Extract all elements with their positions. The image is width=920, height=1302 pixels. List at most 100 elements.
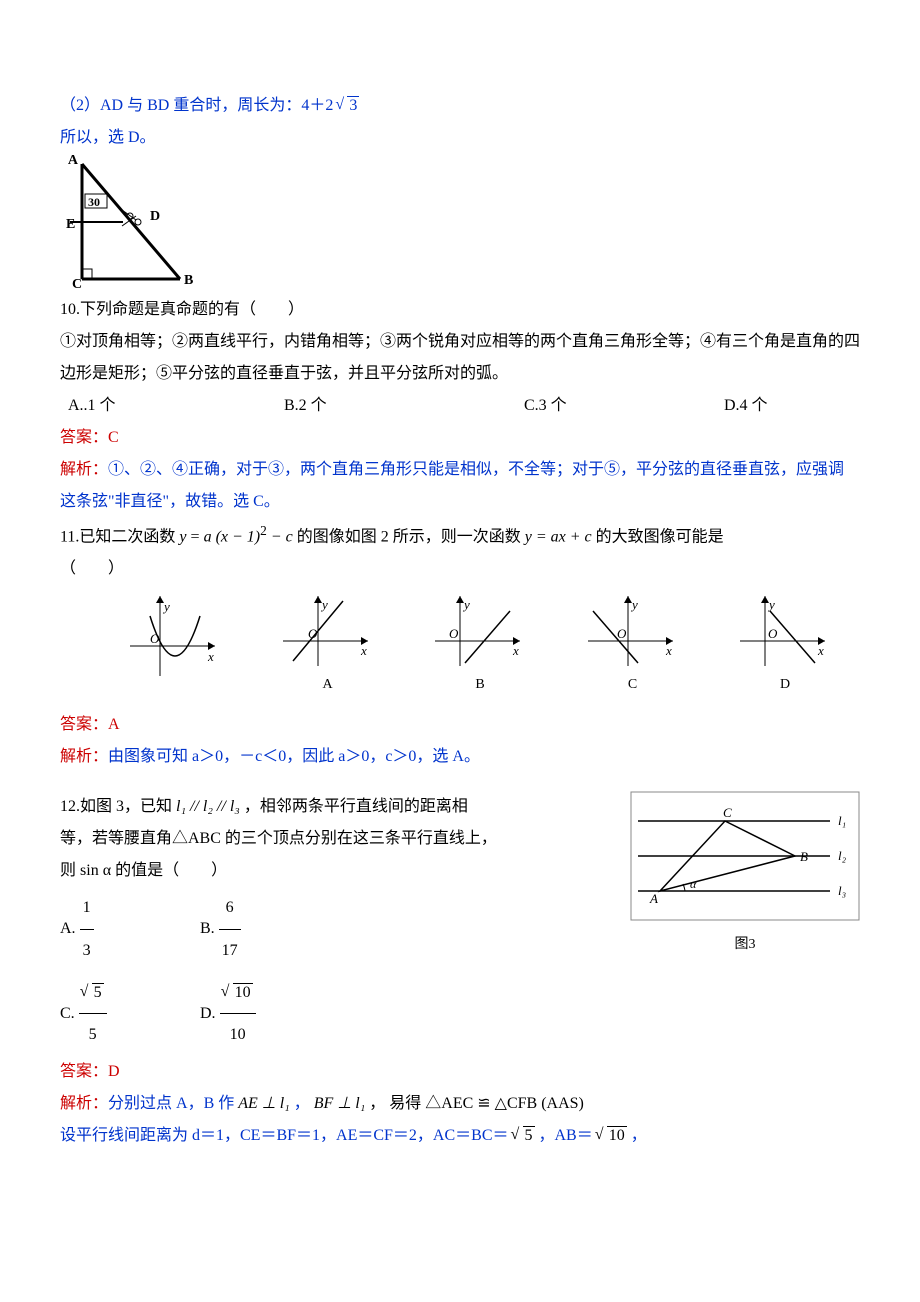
q12-sina: sin α <box>80 862 111 879</box>
q12-perp2: BF ⊥ l₁ <box>314 1095 366 1112</box>
q12-fig-caption: 图3 <box>630 931 860 959</box>
q11-eq: = <box>191 528 204 545</box>
q11-chart-B: y x O B <box>425 591 535 703</box>
q12-opt-d: D. 1010 <box>200 972 340 1056</box>
q12-exp-post: ， 易得 △AEC ≌ △CFB (AAS) <box>369 1095 584 1112</box>
q12-text-col: 12.如图 3，已知 l₁ // l₂ // l₃ ，相邻两条平行直线间的距离相… <box>60 791 610 1055</box>
svg-text:x: x <box>360 643 367 658</box>
q12-post: ，相邻两条平行直线间的距离相 <box>244 798 468 815</box>
q10-opt-c: C.3 个 <box>524 390 724 422</box>
q11-explain: 解析：由图象可知 a＞0，－c＜0，因此 a＞0，c＞0，选 A。 <box>60 741 860 773</box>
q12-row: 12.如图 3，已知 l₁ // l₂ // l₃ ，相邻两条平行直线间的距离相… <box>60 791 860 1055</box>
svg-text:O: O <box>617 626 627 641</box>
q9-triangle-figure: A B C D E 30 <box>60 154 860 294</box>
opt-c-den: 5 <box>79 1014 107 1056</box>
label-C: C <box>72 277 82 292</box>
q11-mc: − c <box>271 528 293 545</box>
q10-opt-b: B.2 个 <box>284 390 524 422</box>
q12-l2-mid: ，AB＝ <box>539 1127 593 1144</box>
q10-explain-text: ①、②、④正确，对于③，两个直角三角形只能是相似，不全等；对于⑤，平分弦的直径垂… <box>60 461 844 510</box>
svg-text:x: x <box>817 643 824 658</box>
svg-text:O: O <box>768 626 778 641</box>
q10-stem: 10.下列命题是真命题的有（ ） <box>60 294 860 326</box>
q11-y2: y <box>525 528 532 545</box>
q11-paren: (x − 1) <box>216 528 261 545</box>
opt-c-num: 5 <box>92 983 104 1001</box>
svg-text:y: y <box>162 599 170 614</box>
q12-explain-l2: 设平行线间距离为 d＝1，CE＝BF＝1，AE＝CF＝2，AC＝BC＝ 5 ，A… <box>60 1120 860 1152</box>
q10-explain: 解析：①、②、④正确，对于③，两个直角三角形只能是相似，不全等；对于⑤，平分弦的… <box>60 454 860 518</box>
label-E: E <box>66 217 75 232</box>
q12-l2-post: ， <box>631 1127 647 1144</box>
q11-chart-fig2: y x O <box>120 591 230 703</box>
q10-body: ①对顶角相等；②两直线平行，内错角相等；③两个锐角对应相等的两个直角三角形全等；… <box>60 326 860 390</box>
q12-comma: ， <box>294 1095 310 1112</box>
svg-text:x: x <box>665 643 672 658</box>
q11-chart-D: y x O D <box>730 591 840 703</box>
q11-a: a <box>204 528 212 545</box>
opt-a-den: 3 <box>80 930 94 972</box>
q12-options: A. 13 B. 617 C. 5 5 D. 1010 <box>60 887 340 1055</box>
q11-stem: 11.已知二次函数 y = a (x − 1)2 − c 的图像如图 2 所示，… <box>60 518 860 553</box>
q11-post: 的大致图像可能是 <box>596 528 724 545</box>
opt-a-num: 1 <box>80 887 94 930</box>
q12-perp1: AE ⊥ l₁ <box>238 1095 290 1112</box>
opt-b-num: 6 <box>219 887 241 930</box>
q11-chart-C: y x O C <box>578 591 688 703</box>
q10-answer: 答案：C <box>60 422 860 454</box>
svg-text:y: y <box>462 597 470 612</box>
q11-blank: （ ） <box>60 553 860 585</box>
q9-case2-text: （2）AD 与 BD 重合时，周长为：4＋2 <box>60 97 333 114</box>
q11-y: y <box>179 528 186 545</box>
q12-rad5: 5 <box>523 1126 535 1144</box>
q11-chart-row: y x O y x O A y x O B <box>60 591 860 703</box>
opt-a-lbl: A. <box>60 920 76 937</box>
svg-text:B: B <box>800 849 808 864</box>
svg-text:C: C <box>723 805 732 820</box>
q12-exp-pre: 分别过点 A，B 作 <box>108 1095 238 1112</box>
q11-pre: 11.已知二次函数 <box>60 528 179 545</box>
q11-explain-label: 解析： <box>60 748 108 765</box>
svg-text:y: y <box>767 597 775 612</box>
svg-text:O: O <box>449 626 459 641</box>
svg-text:x: x <box>207 649 214 664</box>
q11-lbl-C: C <box>578 671 688 699</box>
q12-rad10: 10 <box>607 1126 627 1144</box>
q11-explain-text: 由图象可知 a＞0，－c＜0，因此 a＞0，c＞0，选 A。 <box>108 748 480 765</box>
q11-mid: 的图像如图 2 所示，则一次函数 <box>297 528 525 545</box>
q12-answer: 答案：D <box>60 1056 860 1088</box>
q12-stem-l2: 等，若等腰直角△ABC 的三个顶点分别在这三条平行直线上， <box>60 823 610 855</box>
opt-b-lbl: B. <box>200 920 215 937</box>
opt-c-lbl: C. <box>60 1004 75 1021</box>
svg-text:x: x <box>512 643 519 658</box>
q11-sq: 2 <box>260 523 267 538</box>
label-D: D <box>150 209 160 224</box>
svg-text:O: O <box>150 631 160 646</box>
q12-opt-a: A. 13 <box>60 887 200 971</box>
q12-l3pre: 则 <box>60 862 80 879</box>
svg-text:A: A <box>649 891 658 906</box>
q11-lbl-A: A <box>273 671 383 699</box>
q12-lexpr: l₁ // l₂ // l₃ <box>176 798 240 815</box>
q11-lbl-D: D <box>730 671 840 699</box>
svg-text:O: O <box>308 626 318 641</box>
q11-chart-A: y x O A <box>273 591 383 703</box>
svg-text:l₁: l₁ <box>838 813 846 828</box>
svg-text:l₃: l₃ <box>838 883 846 898</box>
svg-text:α: α <box>690 877 697 891</box>
opt-d-lbl: D. <box>200 1004 216 1021</box>
opt-d-num: 10 <box>233 983 253 1001</box>
q12-explain-label: 解析： <box>60 1095 108 1112</box>
q10-options: A..1 个 B.2 个 C.3 个 D.4 个 <box>60 390 860 422</box>
q9-case2-line: （2）AD 与 BD 重合时，周长为：4＋2 3 <box>60 90 860 122</box>
q12-l2-pre: 设平行线间距离为 d＝1，CE＝BF＝1，AE＝CF＝2，AC＝BC＝ <box>60 1127 509 1144</box>
q12-l3post: 的值是（ ） <box>115 862 227 879</box>
q12-figure: C B A α l₁ l₂ l₃ 图3 <box>630 791 860 959</box>
q9-conclusion: 所以，选 D。 <box>60 122 860 154</box>
q10-explain-label: 解析： <box>60 461 108 478</box>
spacer <box>60 773 860 791</box>
q12-opt-b: B. 617 <box>200 887 340 971</box>
label-30: 30 <box>88 195 100 209</box>
q11-lbl-B: B <box>425 671 535 699</box>
svg-text:y: y <box>630 597 638 612</box>
